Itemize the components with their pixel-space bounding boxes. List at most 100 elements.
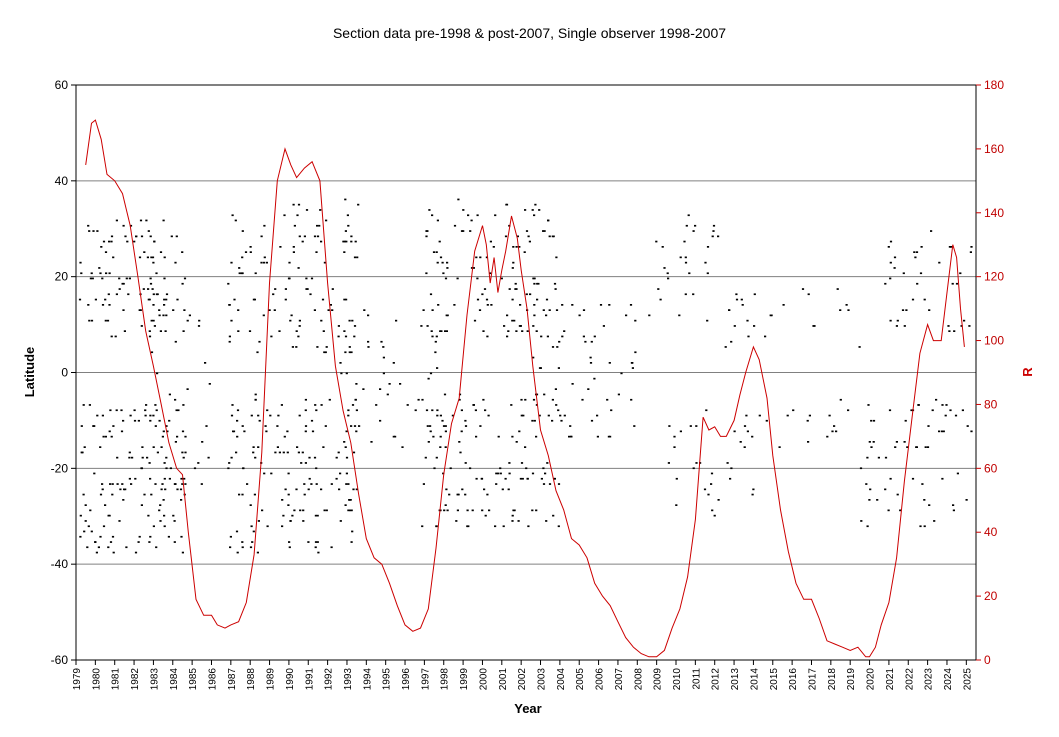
x-tick-label: 1995 [382,668,393,691]
latitude-point [417,398,420,401]
latitude-point [204,362,207,364]
latitude-point [906,446,909,448]
latitude-point [431,214,434,217]
latitude-point [442,425,446,427]
latitude-point [483,288,487,290]
latitude-point [684,293,687,296]
latitude-point [889,240,893,243]
latitude-point [90,319,94,322]
latitude-point [278,451,281,454]
latitude-point [494,525,497,528]
latitude-point [158,419,161,422]
y2-tick-label: 0 [984,653,991,667]
latitude-point [911,298,915,301]
latitude-point [181,483,184,485]
latitude-point [532,325,535,327]
latitude-point [208,383,211,385]
latitude-point [532,398,536,401]
latitude-point [300,462,303,464]
latitude-point [131,456,134,459]
latitude-point [569,425,572,427]
latitude-point [228,462,231,464]
latitude-point [552,514,555,517]
latitude-point [162,430,165,433]
latitude-point [945,404,948,406]
latitude-point [128,451,131,454]
latitude-point [252,530,255,533]
latitude-point [320,319,323,322]
latitude-point [156,372,159,375]
latitude-point [260,261,263,264]
latitude-point [521,330,524,332]
latitude-point [608,362,611,364]
latitude-point [868,441,871,443]
latitude-point [163,304,166,306]
y2-tick-label: 80 [984,397,998,411]
latitude-point [127,293,130,296]
latitude-point [155,272,158,275]
latitude-point [547,414,550,417]
latitude-point [159,520,162,522]
latitude-point [270,335,273,338]
latitude-point [831,430,834,433]
x-tick-label: 1983 [149,668,160,691]
latitude-point [287,504,290,506]
latitude-point [241,230,244,232]
latitude-point [306,288,309,290]
latitude-point [889,477,892,480]
latitude-point [252,446,255,448]
latitude-point [500,277,503,280]
latitude-point [176,488,179,491]
latitude-point [589,356,592,359]
latitude-point [406,404,409,406]
latitude-point [302,509,305,512]
latitude-point [940,430,944,433]
latitude-point [235,451,238,454]
latitude-point [345,472,348,475]
latitude-point [508,472,511,475]
latitude-point [96,230,99,232]
latitude-point [181,551,184,554]
latitude-point [426,325,429,327]
latitude-point [478,309,482,311]
latitude-point [502,525,505,528]
latitude-point [249,504,252,506]
latitude-point [315,409,318,412]
latitude-point [422,309,425,311]
latitude-point [439,330,442,332]
latitude-point [158,509,161,512]
latitude-point [666,272,669,275]
latitude-point [140,325,143,327]
latitude-point [921,483,924,485]
latitude-point [915,446,918,448]
latitude-point [555,309,559,311]
latitude-point [431,335,434,338]
latitude-point [309,293,312,296]
latitude-point [488,509,491,512]
latitude-point [284,488,287,491]
latitude-point [155,409,158,412]
latitude-point [877,456,880,459]
x-tick-label: 2018 [827,668,838,691]
latitude-point [313,235,317,238]
latitude-point [713,514,716,517]
latitude-point [679,430,682,433]
latitude-point [969,251,972,253]
latitude-point [439,256,443,259]
latitude-point [254,393,257,396]
latitude-point [109,409,112,412]
latitude-point [887,246,890,248]
y-tick-label: 0 [61,366,68,380]
gridlines [76,180,976,565]
latitude-point [323,509,326,512]
latitude-point [101,277,104,280]
latitude-point [948,246,951,248]
latitude-point [126,240,129,243]
x-tick-label: 1991 [304,668,315,691]
latitude-point [183,477,186,480]
latitude-point [351,404,355,406]
latitude-point [717,499,720,501]
latitude-point [551,398,554,401]
latitude-point [960,325,963,327]
latitude-point [593,377,596,380]
